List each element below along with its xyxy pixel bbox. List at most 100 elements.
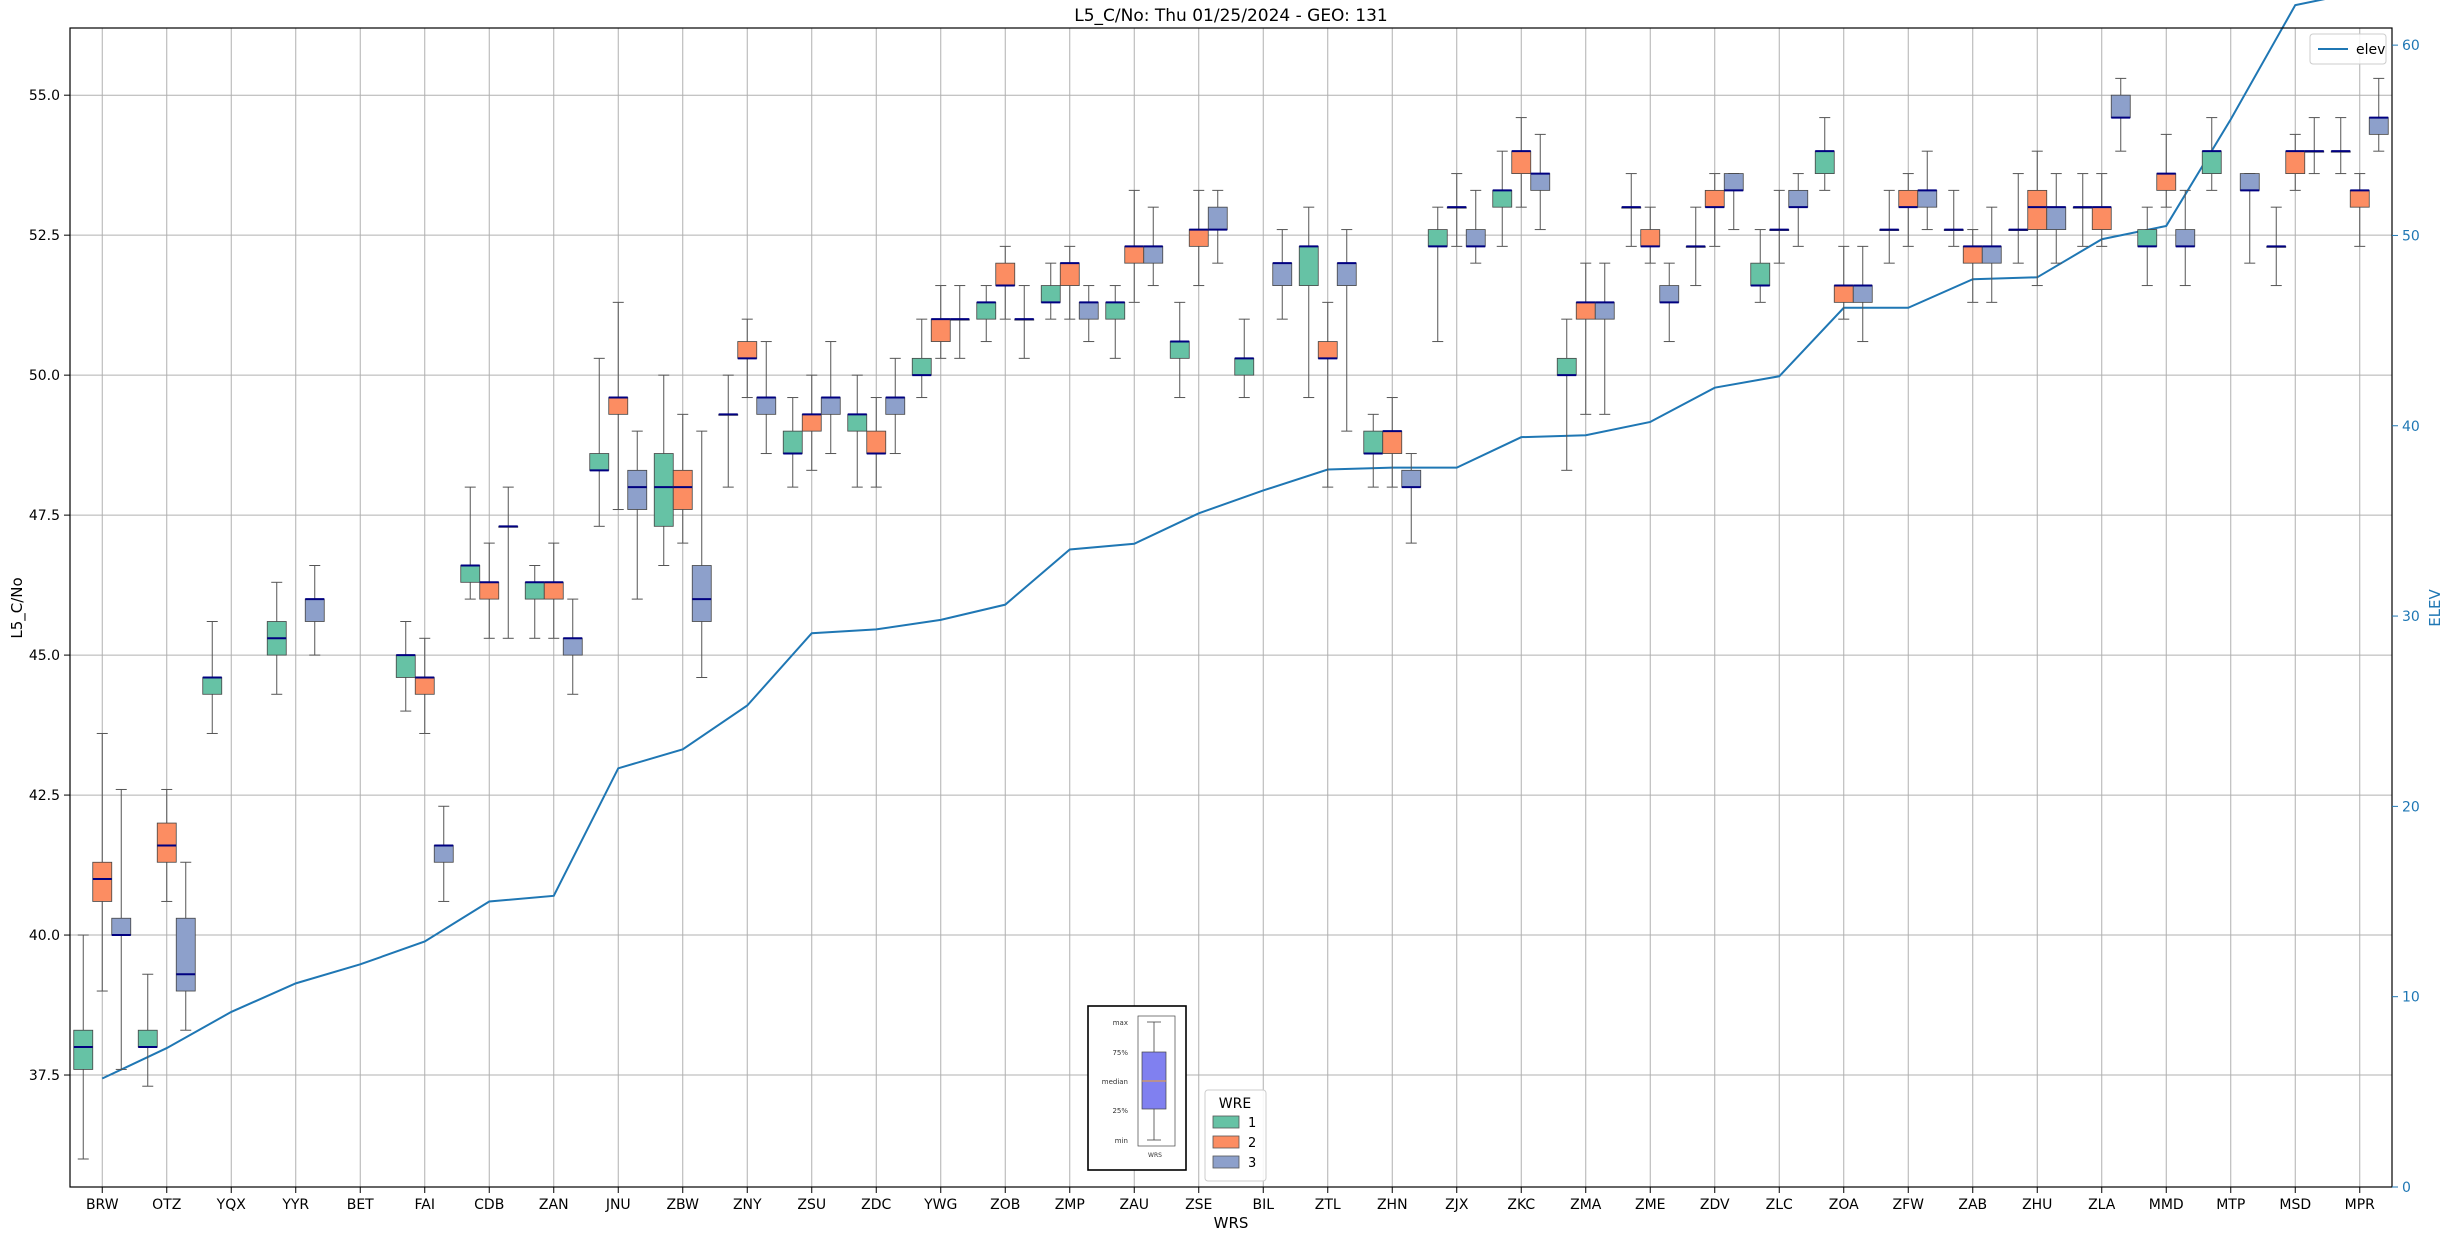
inset-label-max: max (1113, 1019, 1128, 1027)
box-body (1640, 229, 1661, 247)
box-body (1511, 150, 1532, 174)
box-wre-2 (801, 374, 822, 471)
box-body (2110, 94, 2131, 118)
x-tick-label: MTP (2216, 1197, 2245, 1213)
box-wre-3 (2046, 173, 2067, 264)
x-tick-label: ZMP (1055, 1197, 1085, 1213)
x-tick-label: ZOB (990, 1197, 1020, 1213)
box-wre-3 (498, 486, 519, 639)
box-wre-3 (1143, 206, 1164, 287)
box-wre-1 (2072, 173, 2093, 247)
box-wre-1 (1685, 206, 1706, 287)
box-body (562, 637, 583, 656)
x-tick-label: MMD (2149, 1197, 2184, 1213)
box-wre-1 (1943, 189, 1964, 247)
inset-label-75: 75% (1112, 1049, 1128, 1057)
box-body (801, 413, 822, 432)
inset-label-min: min (1115, 1137, 1128, 1145)
y-tick-label: 50.0 (29, 368, 60, 384)
box-wre-2 (1059, 245, 1080, 320)
box-wre-3 (627, 430, 648, 600)
box-wre-2 (543, 542, 564, 639)
x-tick-label: MSD (2279, 1197, 2311, 1213)
box-wre-1 (1234, 318, 1255, 399)
x-tick-label: ZLC (1766, 1197, 1793, 1213)
box-wre-3 (1659, 262, 1680, 343)
box-wre-3 (885, 357, 906, 455)
y-right-tick-label: 60 (2402, 38, 2420, 54)
box-wre-1 (1040, 262, 1061, 320)
box-wre-2 (1511, 117, 1532, 208)
box-wre-1 (1814, 117, 1835, 191)
box-body (847, 413, 868, 432)
elev-series (101, 0, 2326, 1080)
box-body (395, 654, 416, 678)
x-tick-label: ZAN (539, 1197, 569, 1213)
x-tick-label: BET (347, 1197, 374, 1213)
box-body (1814, 150, 1835, 174)
box-body (1059, 262, 1080, 286)
box-wre-1 (1750, 229, 1771, 303)
x-tick-label: ZSE (1185, 1197, 1212, 1213)
x-tick-label: ZAB (1958, 1197, 1987, 1213)
box-body (1898, 189, 1919, 208)
box-body (1465, 229, 1486, 247)
box-wre-1 (202, 620, 223, 734)
box-wre-2 (672, 413, 693, 544)
box-wre-2 (1382, 397, 1403, 488)
box-body (2201, 150, 2222, 174)
y-right-tick-label: 50 (2402, 228, 2420, 244)
box-wre-3 (1401, 453, 1422, 544)
x-axis-label: WRS (1214, 1214, 1249, 1232)
wre-legend-title: WRE (1219, 1096, 1251, 1112)
box-body (608, 397, 629, 415)
box-wre-3 (691, 430, 712, 678)
box-wre-3 (2304, 117, 2325, 175)
y-axis-label-right: ELEV (2426, 588, 2444, 626)
x-tick-label: JNU (605, 1197, 631, 1213)
box-body (1169, 341, 1190, 359)
box-wre-3 (949, 285, 970, 359)
box-body (2368, 117, 2389, 135)
box-body (1852, 285, 1873, 303)
box-wre-3 (2368, 77, 2389, 152)
box-body (2175, 229, 2196, 247)
x-tick-label: ZLA (2088, 1197, 2116, 1213)
box-body (73, 1029, 94, 1070)
x-tick-label: CDB (474, 1197, 504, 1213)
box-body (2156, 173, 2177, 191)
box-wre-2 (2156, 133, 2177, 208)
box-body (1272, 262, 1293, 286)
box-wre-1 (1492, 150, 1513, 247)
box-wre-2 (1446, 173, 1467, 247)
axes: BRW OTZ YQX YYR BET FAI CDB ZAN JNU ZBW ZNY ZSU ZDC Y… (29, 38, 2420, 1213)
inset-label-median: median (1102, 1078, 1128, 1086)
box-body (1575, 301, 1596, 320)
box-wre-2 (930, 285, 951, 359)
box-wre-3 (304, 565, 325, 656)
box-body (414, 677, 435, 695)
box-wre-2 (995, 245, 1016, 320)
box-wre-3 (2239, 173, 2260, 264)
box-body (1078, 301, 1099, 320)
box-body (1040, 285, 1061, 303)
box-wre-1 (395, 620, 416, 712)
x-tick-label: ZOA (1829, 1197, 1859, 1213)
elev-legend-label: elev (2356, 42, 2385, 58)
box-wre-3 (1852, 245, 1873, 343)
box-wre-3 (1917, 150, 1938, 231)
box-body (1788, 189, 1809, 208)
box-body (543, 581, 564, 600)
box-wre-3 (1078, 285, 1099, 343)
box-wre-1 (2266, 206, 2287, 287)
box-body (433, 845, 454, 863)
elev-line (101, 0, 2326, 1080)
box-body (2137, 229, 2158, 247)
box-body (1962, 245, 1983, 264)
wre-legend-entry-3: 3 (1248, 1156, 1256, 1171)
box-wre-1 (976, 285, 997, 343)
box-wre-1 (2330, 117, 2351, 175)
box-body (111, 917, 132, 936)
box-wre-1 (2201, 117, 2222, 191)
inset-xlabel: WRS (1148, 1152, 1162, 1159)
